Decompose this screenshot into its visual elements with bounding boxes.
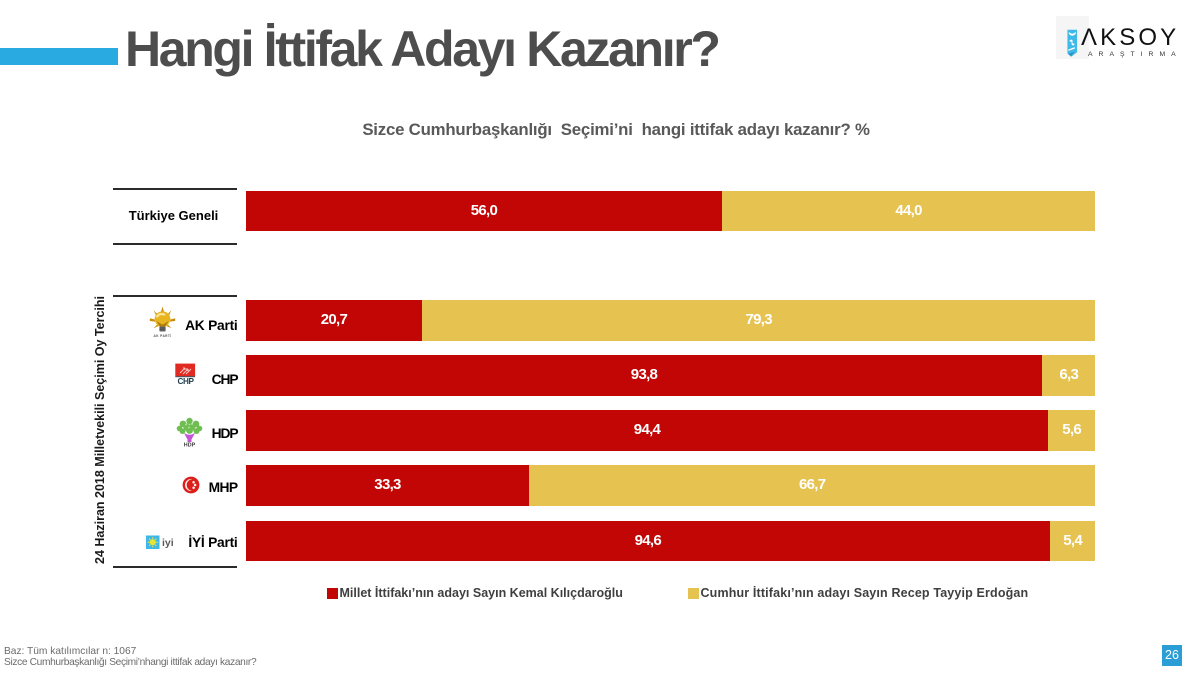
svg-text:AK PARTİ: AK PARTİ xyxy=(153,333,171,338)
svg-text:HDP: HDP xyxy=(184,443,196,448)
svg-text:CHP: CHP xyxy=(177,377,194,385)
svg-text:iyi: iyi xyxy=(162,537,174,549)
